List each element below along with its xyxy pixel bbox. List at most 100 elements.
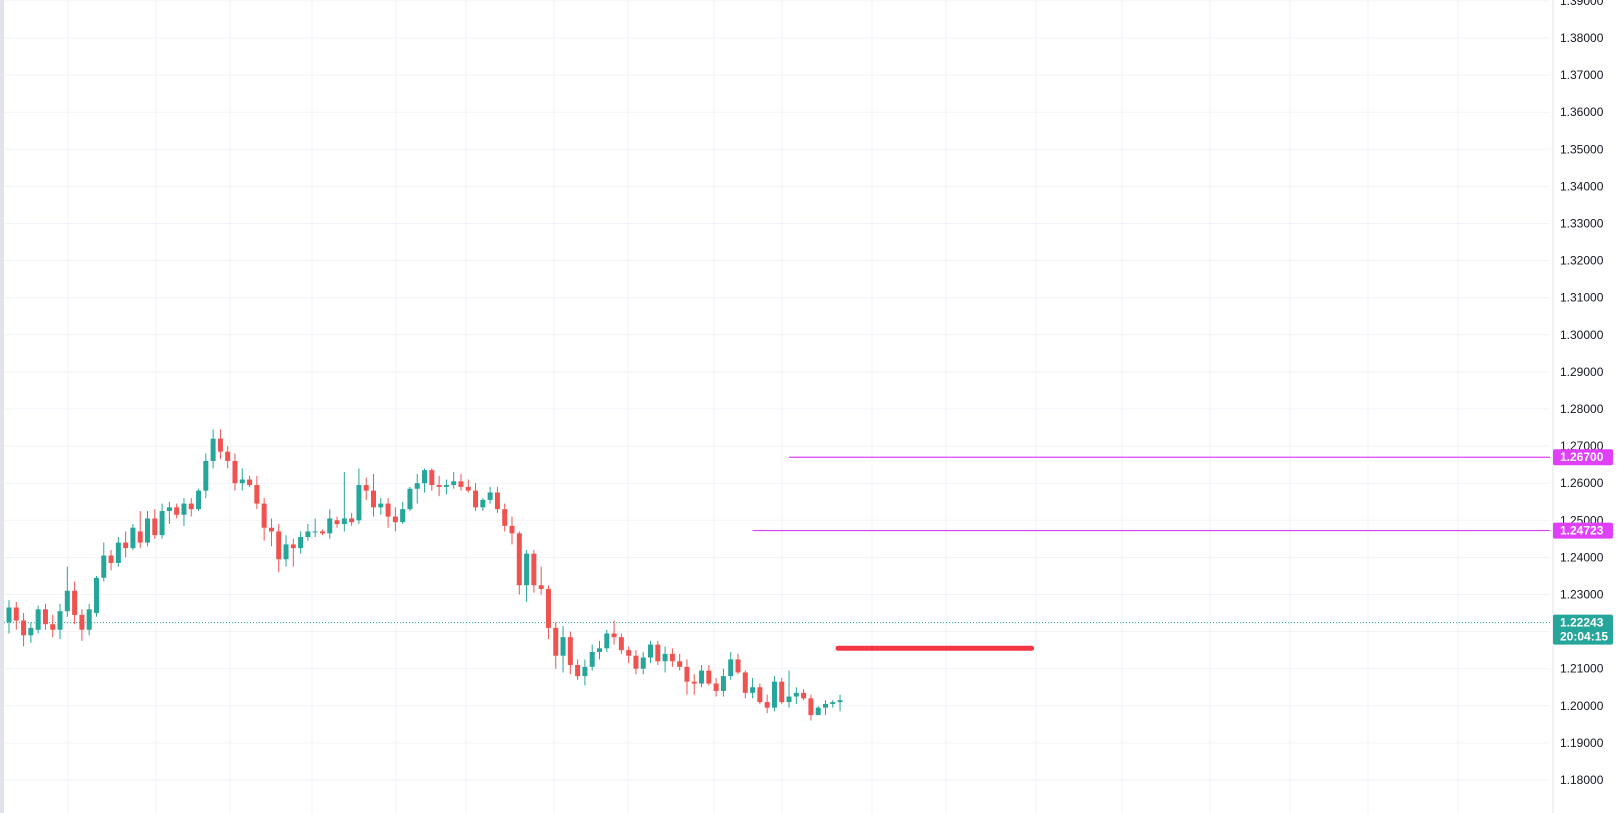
candle-body [750,687,756,693]
candle [210,429,216,469]
candle-body [64,590,70,612]
candle [458,473,464,491]
candle [400,501,406,525]
candle [684,659,690,695]
candle-body [203,460,209,491]
y-tick-label: 1.19000 [1560,736,1604,750]
candle [327,509,333,539]
candle [473,483,479,512]
candle-body [174,507,180,515]
candle [42,603,48,630]
candle-body [793,692,799,697]
y-tick-label: 1.28000 [1560,402,1604,416]
candle [349,512,355,526]
candle [356,468,362,525]
candle [422,468,428,493]
candle-body [640,657,646,669]
candle-body [553,627,559,656]
candle-body [268,527,274,532]
candle-body [57,611,63,630]
candle-body [451,481,457,486]
candle-body [371,490,376,508]
candle-body [560,637,566,656]
candle [611,620,617,645]
candle-body [327,518,333,534]
candle [378,498,384,515]
candle-body [443,485,449,487]
candle [669,648,675,667]
candle [560,626,566,673]
y-tick-label: 1.31000 [1560,291,1604,305]
candle-body [283,544,289,560]
left-edge-border [0,0,4,813]
candle [188,498,194,517]
candle-body [684,666,690,682]
candle [742,670,748,699]
candle [305,524,311,541]
candle [385,498,391,528]
candle-body [254,485,260,504]
candle-body [487,492,493,500]
candle [13,601,19,630]
candle [196,488,202,512]
candle-body [691,681,697,684]
candle-body [6,607,12,623]
candle-body [728,659,734,677]
candle [429,468,435,491]
y-tick-label: 1.39000 [1560,0,1604,8]
candle [801,689,807,701]
candle-body [502,509,508,526]
candle-body [414,483,420,489]
candle-body [633,655,639,669]
candle-body [305,531,311,537]
candle-body [319,531,325,534]
candle-body [166,507,172,512]
candle [414,473,420,504]
candle [494,486,500,513]
candle [567,631,573,675]
candle-body [822,703,828,708]
candle [735,653,741,675]
candle-body [407,488,413,510]
candle-body [225,451,231,461]
y-tick-label: 1.36000 [1560,105,1604,119]
candle-body [473,490,479,508]
candle [72,581,78,625]
candle [633,650,639,675]
candle-body [217,438,223,452]
candle-body [101,555,107,578]
candle [319,529,325,536]
candle-body [524,553,530,586]
candle [502,503,508,532]
level-lines [4,456,1550,651]
candle-body [801,692,807,699]
candle [516,531,522,595]
candle [728,652,734,680]
candle-body [93,577,99,614]
candle [538,566,544,595]
candle-body [764,702,770,708]
candle [443,479,449,495]
candle-body [363,485,369,491]
candle-body [378,503,384,508]
candle [662,646,668,673]
candle-body [115,542,121,563]
level-price-tag: 1.24723 [1553,522,1613,539]
candle [217,429,223,460]
candle [21,613,27,647]
candle-body [830,702,836,704]
candle [108,549,114,571]
candle [137,511,143,549]
level-tag-label: 1.24723 [1560,524,1604,538]
candle [815,705,821,716]
countdown-label: 20:04:15 [1560,630,1608,644]
candle [436,475,442,497]
candle [57,603,63,640]
candle [837,694,843,712]
candle [115,536,121,567]
candle [232,453,238,491]
candle [86,603,92,636]
candles [6,429,843,721]
candle [604,629,610,653]
